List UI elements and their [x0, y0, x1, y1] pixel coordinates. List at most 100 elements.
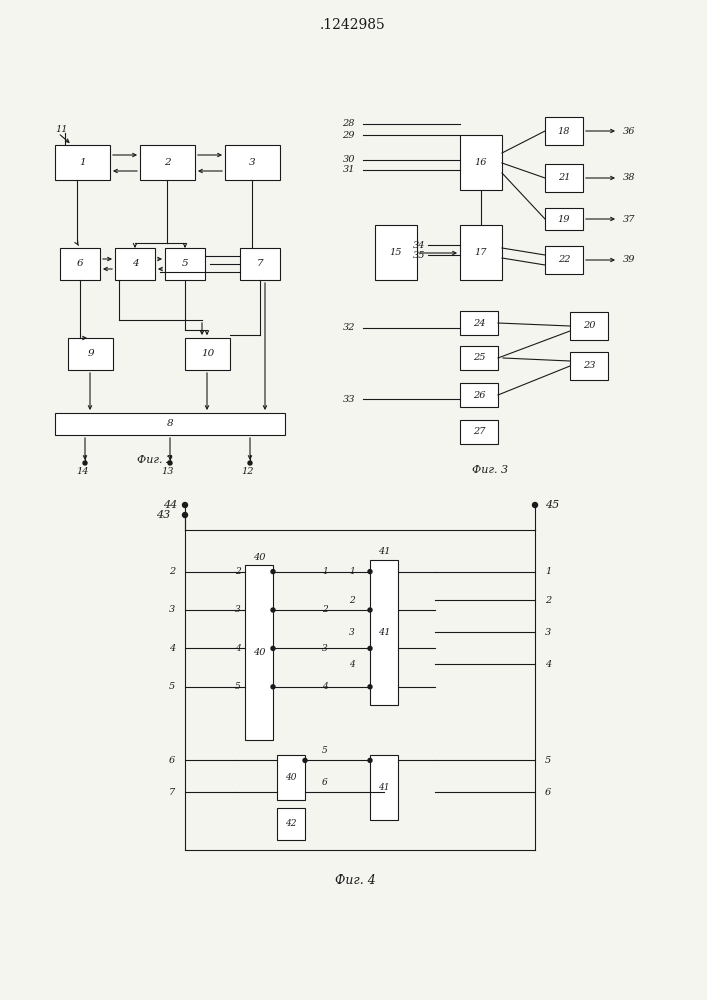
FancyBboxPatch shape: [370, 755, 398, 820]
Text: 9: 9: [87, 350, 94, 359]
Circle shape: [368, 685, 372, 689]
FancyBboxPatch shape: [460, 420, 498, 444]
Text: 19: 19: [558, 215, 571, 224]
Text: 28: 28: [342, 119, 355, 128]
Circle shape: [271, 646, 275, 650]
Circle shape: [182, 502, 187, 508]
Text: 42: 42: [285, 820, 297, 828]
FancyBboxPatch shape: [460, 225, 502, 280]
Text: 5: 5: [182, 259, 188, 268]
Text: 1: 1: [545, 567, 551, 576]
Text: 2: 2: [322, 605, 328, 614]
FancyBboxPatch shape: [185, 338, 230, 370]
Text: 4: 4: [235, 644, 241, 653]
Text: 4: 4: [132, 259, 139, 268]
Text: 6: 6: [169, 756, 175, 765]
FancyBboxPatch shape: [570, 352, 608, 380]
Text: 2: 2: [164, 158, 171, 167]
FancyBboxPatch shape: [545, 246, 583, 274]
Text: 5: 5: [235, 682, 241, 691]
FancyBboxPatch shape: [277, 808, 305, 840]
Text: 5: 5: [169, 682, 175, 691]
Text: 41: 41: [378, 628, 390, 637]
Text: 39: 39: [623, 255, 636, 264]
Text: 23: 23: [583, 361, 595, 370]
Circle shape: [271, 570, 275, 574]
FancyBboxPatch shape: [245, 565, 273, 740]
Text: 41: 41: [378, 783, 390, 792]
FancyBboxPatch shape: [460, 346, 498, 370]
Text: Фиг. 2: Фиг. 2: [137, 455, 173, 465]
FancyBboxPatch shape: [375, 225, 417, 280]
Circle shape: [368, 758, 372, 762]
Text: 3: 3: [349, 628, 355, 637]
Text: 26: 26: [473, 390, 485, 399]
FancyBboxPatch shape: [140, 145, 195, 180]
Circle shape: [368, 646, 372, 650]
FancyBboxPatch shape: [545, 164, 583, 192]
Text: 22: 22: [558, 255, 571, 264]
Text: Фиг. 4: Фиг. 4: [334, 874, 375, 886]
Text: 30: 30: [342, 155, 355, 164]
Circle shape: [168, 461, 172, 465]
Text: 5: 5: [322, 746, 328, 755]
Text: 40: 40: [252, 552, 265, 562]
Text: 35: 35: [412, 250, 425, 259]
FancyBboxPatch shape: [460, 383, 498, 407]
Text: 40: 40: [285, 773, 297, 782]
Text: 25: 25: [473, 354, 485, 362]
Text: 41: 41: [378, 548, 390, 556]
Text: 3: 3: [169, 605, 175, 614]
Text: 11: 11: [55, 125, 67, 134]
Text: 13: 13: [162, 467, 174, 476]
Circle shape: [248, 461, 252, 465]
Text: 16: 16: [474, 158, 487, 167]
Circle shape: [271, 685, 275, 689]
Text: 40: 40: [252, 648, 265, 657]
Text: 24: 24: [473, 318, 485, 328]
Text: 14: 14: [77, 467, 89, 476]
Text: Фиг. 3: Фиг. 3: [472, 465, 508, 475]
Circle shape: [368, 608, 372, 612]
Text: 38: 38: [623, 174, 636, 182]
Text: 1: 1: [349, 567, 355, 576]
Text: 3: 3: [249, 158, 256, 167]
Circle shape: [182, 512, 187, 518]
Text: 43: 43: [156, 510, 170, 520]
Text: 12: 12: [242, 467, 255, 476]
Text: 15: 15: [390, 248, 402, 257]
Circle shape: [83, 461, 87, 465]
Text: 32: 32: [342, 324, 355, 332]
Text: 2: 2: [235, 567, 241, 576]
FancyBboxPatch shape: [165, 248, 205, 280]
Circle shape: [532, 502, 537, 508]
Text: 6: 6: [322, 778, 328, 787]
FancyBboxPatch shape: [68, 338, 113, 370]
FancyBboxPatch shape: [225, 145, 280, 180]
Circle shape: [368, 570, 372, 574]
Text: 4: 4: [322, 682, 328, 691]
Text: 36: 36: [623, 126, 636, 135]
Text: 21: 21: [558, 174, 571, 182]
Text: 37: 37: [623, 215, 636, 224]
Text: 10: 10: [201, 350, 214, 359]
Text: 33: 33: [342, 394, 355, 403]
Text: 3: 3: [235, 605, 241, 614]
FancyBboxPatch shape: [545, 117, 583, 145]
Text: 6: 6: [545, 788, 551, 797]
FancyBboxPatch shape: [60, 248, 100, 280]
Text: 1: 1: [79, 158, 86, 167]
FancyBboxPatch shape: [277, 755, 305, 800]
Circle shape: [303, 758, 307, 762]
Text: 31: 31: [342, 165, 355, 174]
Text: 17: 17: [474, 248, 487, 257]
FancyBboxPatch shape: [55, 413, 285, 435]
Circle shape: [271, 608, 275, 612]
FancyBboxPatch shape: [570, 312, 608, 340]
Text: 2: 2: [545, 596, 551, 605]
Text: 45: 45: [545, 500, 559, 510]
FancyBboxPatch shape: [115, 248, 155, 280]
Text: .1242985: .1242985: [320, 18, 386, 32]
Text: 3: 3: [545, 628, 551, 637]
Text: 1: 1: [322, 567, 328, 576]
